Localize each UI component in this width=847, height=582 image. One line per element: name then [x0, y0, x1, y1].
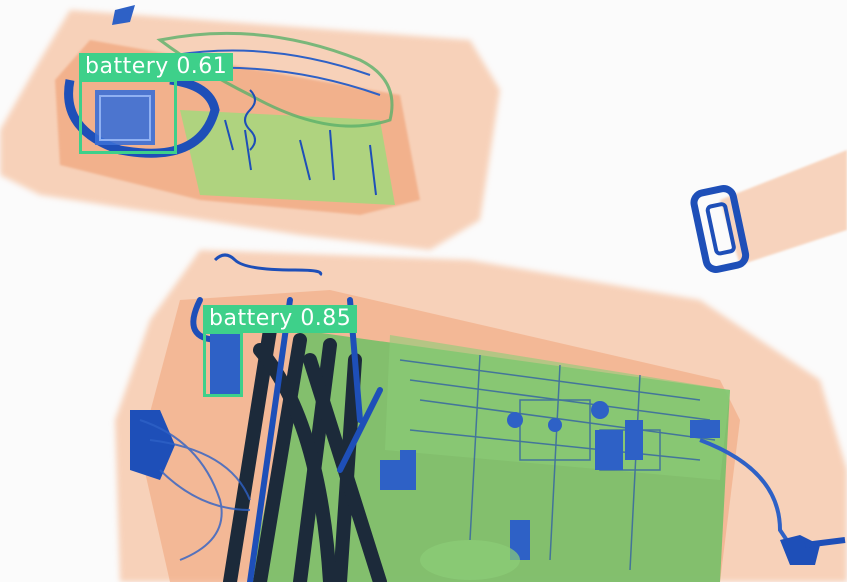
class-name: battery	[209, 306, 293, 331]
detection-label: battery 0.61	[79, 53, 234, 81]
detection-label: battery 0.85	[203, 305, 358, 333]
strap	[690, 150, 847, 273]
bounding-box	[79, 79, 177, 154]
bounding-box	[203, 331, 243, 397]
confidence-score: 0.61	[176, 54, 228, 79]
main-bag	[115, 250, 847, 582]
class-name: battery	[85, 54, 169, 79]
top-pouch	[0, 5, 500, 250]
confidence-score: 0.85	[300, 306, 352, 331]
